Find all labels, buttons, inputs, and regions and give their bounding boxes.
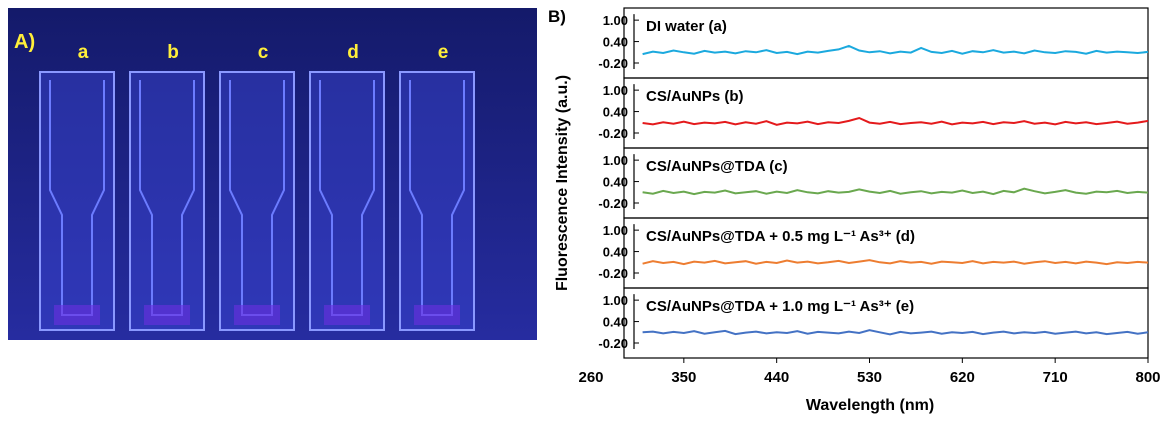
y-tick-label: 0.40 xyxy=(603,105,628,120)
y-tick-label: -0.20 xyxy=(598,266,628,281)
y-tick-label: 1.00 xyxy=(603,13,628,28)
cuvette-label: d xyxy=(347,42,359,63)
cuvette-base xyxy=(54,305,100,325)
x-tick-label: 440 xyxy=(764,369,789,386)
cuvette-base xyxy=(144,305,190,325)
cuvette-label: a xyxy=(78,42,89,63)
y-tick-label: -0.20 xyxy=(598,336,628,351)
cuvette xyxy=(310,72,384,330)
x-tick-label: 620 xyxy=(950,369,975,386)
series-label: CS/AuNPs (b) xyxy=(646,88,744,105)
line xyxy=(643,46,1148,54)
series-label: DI water (a) xyxy=(646,18,727,35)
x-tick-label: 260 xyxy=(578,369,603,386)
panel-label: B) xyxy=(548,7,566,26)
y-tick-label: 1.00 xyxy=(603,223,628,238)
cuvette-base xyxy=(414,305,460,325)
cuvette-label: c xyxy=(258,42,269,63)
cuvette xyxy=(40,72,114,330)
panel-label: A) xyxy=(14,31,35,53)
cuvette-label: e xyxy=(438,42,449,63)
x-tick-label: 800 xyxy=(1135,369,1160,386)
line xyxy=(643,330,1148,334)
x-tick-label: 710 xyxy=(1043,369,1068,386)
line xyxy=(643,118,1148,125)
x-tick-label: 530 xyxy=(857,369,882,386)
y-tick-label: 0.40 xyxy=(603,35,628,50)
y-tick-label: 1.00 xyxy=(603,293,628,308)
cuvette xyxy=(400,72,474,330)
cuvette-label: b xyxy=(167,42,179,63)
y-tick-label: -0.20 xyxy=(598,126,628,141)
y-tick-label: 0.40 xyxy=(603,175,628,190)
y-tick-label: 1.00 xyxy=(603,153,628,168)
y-tick-label: 1.00 xyxy=(603,83,628,98)
x-tick-label: 350 xyxy=(671,369,696,386)
line xyxy=(643,189,1148,194)
y-axis-label: Fluorescence Intensity (a.u.) xyxy=(554,75,571,291)
series-label: CS/AuNPs@TDA (c) xyxy=(646,158,788,175)
cuvette xyxy=(220,72,294,330)
figure: A) B) Wavelength (nm) Fluorescence Inten… xyxy=(0,0,1173,418)
series-label: CS/AuNPs@TDA + 0.5 mg L⁻¹ As³⁺ (d) xyxy=(646,228,915,245)
y-tick-label: 0.40 xyxy=(603,315,628,330)
cuvette-base xyxy=(324,305,370,325)
y-tick-label: 0.40 xyxy=(603,245,628,260)
x-axis-label: Wavelength (nm) xyxy=(806,397,934,414)
line xyxy=(643,260,1148,264)
cuvette-base xyxy=(234,305,280,325)
cuvette xyxy=(130,72,204,330)
cuvettes xyxy=(40,72,474,330)
y-tick-label: -0.20 xyxy=(598,196,628,211)
series-label: CS/AuNPs@TDA + 1.0 mg L⁻¹ As³⁺ (e) xyxy=(646,298,914,315)
y-tick-label: -0.20 xyxy=(598,56,628,71)
